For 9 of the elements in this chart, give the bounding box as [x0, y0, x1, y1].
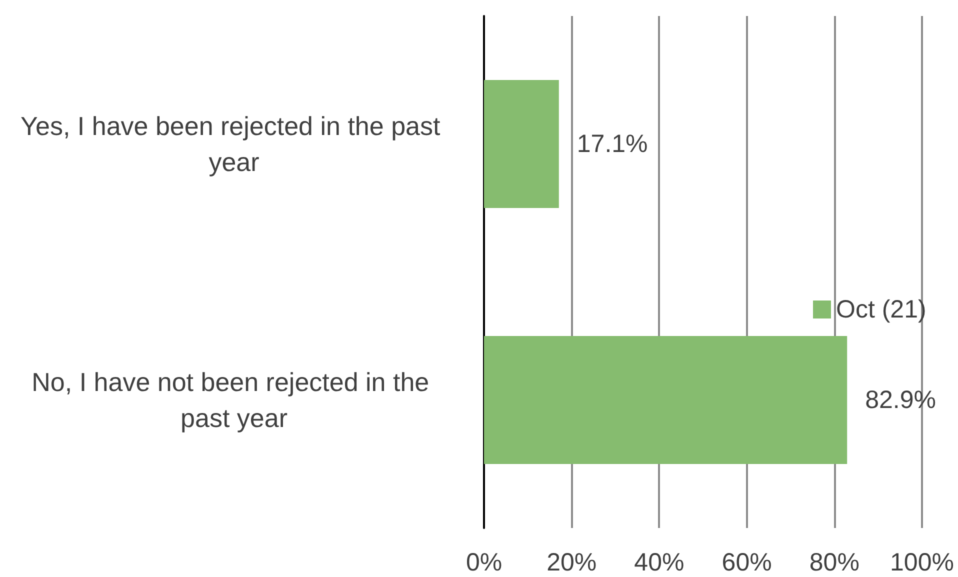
x-tick-label: 0%: [466, 548, 502, 576]
y-tick-label: No, I have not been rejected in the past year: [32, 367, 436, 433]
x-tick-label: 100%: [890, 548, 954, 576]
x-tick-label: 80%: [809, 548, 860, 576]
data-label: 17.1%: [576, 130, 648, 158]
x-tick-label: 60%: [722, 548, 772, 576]
x-tick-label: 20%: [546, 548, 597, 576]
x-tick-label: 40%: [634, 548, 684, 576]
y-tick-label: Yes, I have been rejected in the past year: [20, 111, 448, 177]
